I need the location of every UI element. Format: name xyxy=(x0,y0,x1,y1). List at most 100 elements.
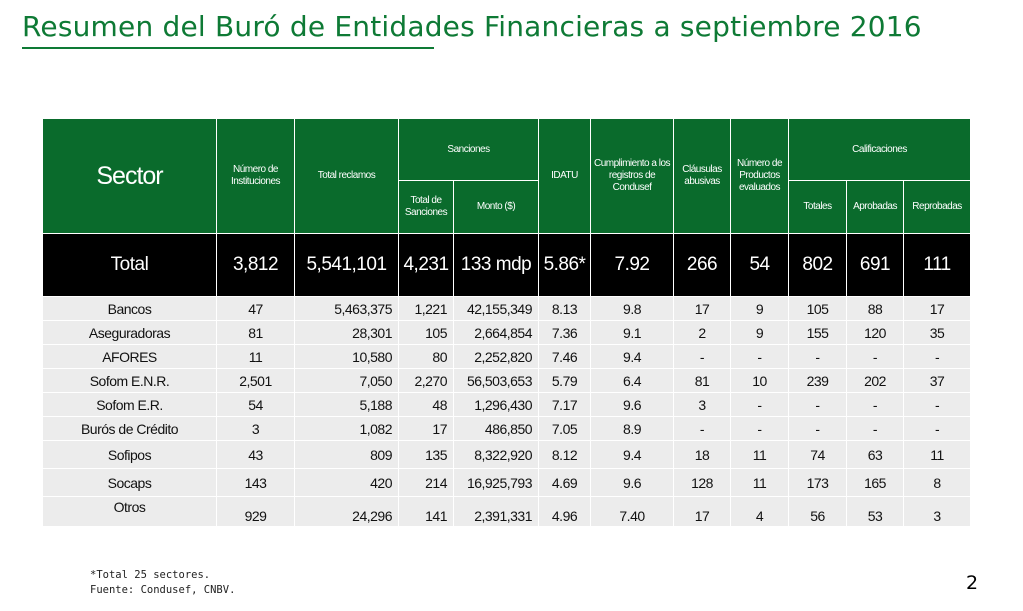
table-row: Sofom E.R. 54 5,188 48 1,296,430 7.17 9.… xyxy=(42,392,972,417)
cell-productos: 10 xyxy=(730,368,790,393)
cell-clausulas: - xyxy=(673,416,732,441)
cell-productos: - xyxy=(730,344,790,369)
cell-idatu: 7.36 xyxy=(538,320,592,345)
cell-cumplimiento: 9.6 xyxy=(590,392,675,417)
cell-reprobadas: 17 xyxy=(903,296,972,321)
table-row: Sofom E.N.R. 2,501 7,050 2,270 56,503,65… xyxy=(42,368,972,393)
cell-reclamos: 24,296 xyxy=(294,496,399,527)
cell-sanciones: 17 xyxy=(398,416,454,441)
cell-instituciones: 3 xyxy=(216,416,295,441)
cell-totales: - xyxy=(788,416,848,441)
cell-cumplimiento: 8.9 xyxy=(590,416,675,441)
header-totales: Totales xyxy=(788,180,848,234)
cell-productos: 9 xyxy=(730,320,790,345)
cell-monto: 56,503,653 xyxy=(452,368,540,393)
table-row: Bancos 47 5,463,375 1,221 42,155,349 8.1… xyxy=(42,296,972,321)
header-total-sanciones: Total de Sanciones xyxy=(398,180,454,234)
cell-idatu: 4.96 xyxy=(538,496,592,527)
page-number: 2 xyxy=(966,572,979,594)
cell-idatu: 5.79 xyxy=(538,368,592,393)
header-instituciones: Número de Instituciones xyxy=(216,118,295,234)
cell-aprobadas: 88 xyxy=(846,296,905,321)
total-clausulas: 266 xyxy=(673,233,732,297)
cell-instituciones: 47 xyxy=(216,296,295,321)
total-row: Total 3,812 5,541,101 4,231 133 mdp 5.86… xyxy=(42,233,972,297)
header-clausulas: Cláusulas abusivas xyxy=(673,118,732,234)
cell-productos: 11 xyxy=(730,440,790,469)
header-sector: Sector xyxy=(42,118,217,234)
cell-reprobadas: - xyxy=(903,392,972,417)
footnote-total-sectores: *Total 25 sectores. xyxy=(90,569,211,581)
table-row: Burós de Crédito 3 1,082 17 486,850 7.05… xyxy=(42,416,972,441)
cell-idatu: 7.46 xyxy=(538,344,592,369)
cell-reprobadas: 3 xyxy=(903,496,972,527)
cell-clausulas: 18 xyxy=(673,440,732,469)
header-sanciones: Sanciones xyxy=(397,118,540,181)
cell-reprobadas: - xyxy=(903,344,972,369)
cell-instituciones: 929 xyxy=(216,496,295,527)
footnote-fuente: Fuente: Condusef, CNBV. xyxy=(90,584,236,596)
cell-sector: Sofom E.N.R. xyxy=(42,368,217,393)
page-title: Resumen del Buró de Entidades Financiera… xyxy=(22,10,922,43)
cell-totales: 56 xyxy=(788,496,848,527)
cell-totales: 74 xyxy=(788,440,848,469)
cell-sanciones: 214 xyxy=(398,468,454,497)
cell-reclamos: 1,082 xyxy=(294,416,399,441)
cell-monto: 2,391,331 xyxy=(452,496,540,527)
cell-sector: Aseguradoras xyxy=(42,320,217,345)
cell-reprobadas: 8 xyxy=(903,468,972,497)
cell-cumplimiento: 9.6 xyxy=(590,468,675,497)
cell-reprobadas: - xyxy=(903,416,972,441)
cell-cumplimiento: 6.4 xyxy=(590,368,675,393)
cell-aprobadas: 63 xyxy=(846,440,905,469)
cell-aprobadas: - xyxy=(846,344,905,369)
cell-clausulas: 17 xyxy=(673,496,732,527)
cell-cumplimiento: 9.4 xyxy=(590,440,675,469)
cell-idatu: 4.69 xyxy=(538,468,592,497)
cell-cumplimiento: 9.1 xyxy=(590,320,675,345)
cell-productos: - xyxy=(730,392,790,417)
cell-aprobadas: 53 xyxy=(846,496,905,527)
cell-instituciones: 143 xyxy=(216,468,295,497)
header-reclamos: Total reclamos xyxy=(294,118,399,234)
cell-instituciones: 54 xyxy=(216,392,295,417)
cell-cumplimiento: 9.4 xyxy=(590,344,675,369)
cell-clausulas: 81 xyxy=(673,368,732,393)
cell-idatu: 8.13 xyxy=(538,296,592,321)
table-row: Aseguradoras 81 28,301 105 2,664,854 7.3… xyxy=(42,320,972,345)
cell-monto: 2,664,854 xyxy=(452,320,540,345)
footnotes: *Total 25 sectores. Fuente: Condusef, CN… xyxy=(90,568,235,598)
cell-clausulas: 128 xyxy=(673,468,732,497)
cell-sanciones: 2,270 xyxy=(398,368,454,393)
cell-totales: 105 xyxy=(788,296,848,321)
cell-aprobadas: - xyxy=(846,392,905,417)
total-totales: 802 xyxy=(788,233,848,297)
cell-reclamos: 809 xyxy=(294,440,399,469)
cell-sanciones: 141 xyxy=(398,496,454,527)
total-monto: 133 mdp xyxy=(452,233,540,297)
total-sector: Total xyxy=(42,233,217,297)
cell-sanciones: 48 xyxy=(398,392,454,417)
cell-instituciones: 2,501 xyxy=(216,368,295,393)
cell-sanciones: 1,221 xyxy=(398,296,454,321)
cell-aprobadas: 202 xyxy=(846,368,905,393)
table-row: Socaps 143 420 214 16,925,793 4.69 9.6 1… xyxy=(42,468,972,497)
total-aprobadas: 691 xyxy=(846,233,905,297)
cell-reclamos: 5,188 xyxy=(294,392,399,417)
cell-monto: 16,925,793 xyxy=(452,468,540,497)
cell-productos: 9 xyxy=(730,296,790,321)
cell-aprobadas: 165 xyxy=(846,468,905,497)
cell-sector: Sofom E.R. xyxy=(42,392,217,417)
header-monto: Monto ($) xyxy=(452,180,540,234)
cell-instituciones: 81 xyxy=(216,320,295,345)
header-cumplimiento: Cumplimiento a los registros de Condusef xyxy=(590,118,675,234)
cell-productos: 4 xyxy=(730,496,790,527)
cell-aprobadas: - xyxy=(846,416,905,441)
cell-monto: 2,252,820 xyxy=(452,344,540,369)
cell-reprobadas: 35 xyxy=(903,320,972,345)
cell-clausulas: - xyxy=(673,344,732,369)
cell-sector: Bancos xyxy=(42,296,217,321)
cell-aprobadas: 120 xyxy=(846,320,905,345)
cell-productos: 11 xyxy=(730,468,790,497)
cell-cumplimiento: 7.40 xyxy=(590,496,675,527)
